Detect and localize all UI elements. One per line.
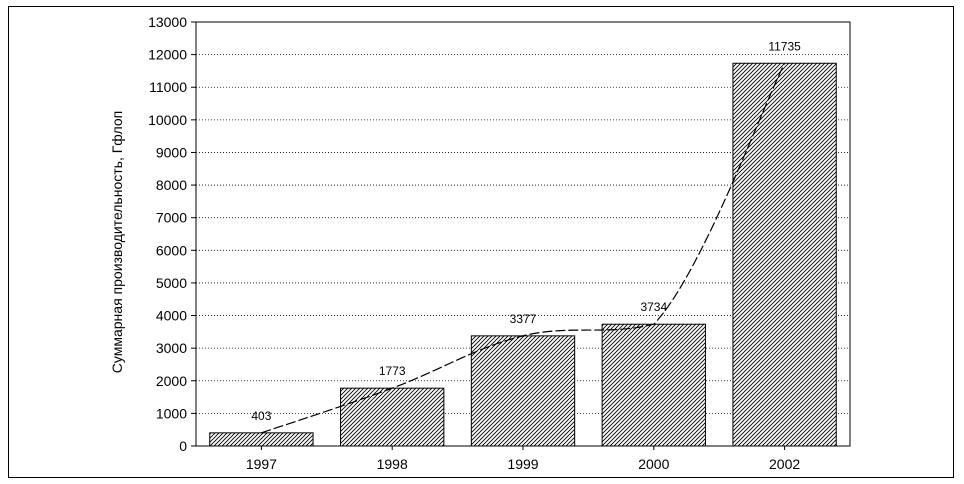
bars [209,62,837,447]
data-label-2002: 11735 [768,39,801,53]
data-labels: 403 1773 3377 3734 11735 [251,39,801,423]
data-label-2000: 3734 [640,300,667,314]
trendline-curve [261,62,786,434]
bar-2002 [732,62,837,447]
data-label-1997: 403 [251,409,271,423]
data-label-1998: 1773 [379,364,406,378]
x-tick-label-2000: 2000 [638,456,669,472]
y-tick-label: 3000 [156,340,187,356]
bar-2000 [601,323,706,447]
y-tick-label: 10000 [148,112,187,128]
plot-area-border [195,21,851,447]
y-tick-label: 6000 [156,242,187,258]
y-tick-label: 2000 [156,373,187,389]
x-tick-label-2002: 2002 [769,456,800,472]
y-tick-label: 1000 [156,405,187,421]
y-tick-label: 13000 [148,14,187,30]
y-axis-ticks: 0 1000 2000 3000 4000 5000 6000 7000 8000 9000 100… [148,14,196,454]
y-tick-label: 8000 [156,177,187,193]
y-tick-label: 5000 [156,275,187,291]
y-axis-title: Суммарная производительность, Гфлоп [109,111,125,373]
y-tick-label: 9000 [156,144,187,160]
bar-1998 [340,387,445,447]
y-tick-label: 11000 [149,79,187,95]
x-tick-label-1998: 1998 [377,456,408,472]
bar-1997 [209,432,314,447]
y-tick-label: 12000 [148,47,187,63]
y-tick-label: 4000 [156,308,187,324]
x-tick-label-1997: 1997 [246,456,277,472]
bar-1999 [470,335,576,447]
data-label-1999: 3377 [510,312,537,326]
x-tick-label-1999: 1999 [507,456,538,472]
y-tick-label: 7000 [156,210,187,226]
x-axis-ticks: 1997 1998 1999 2000 2002 [246,446,800,472]
trendline [261,62,786,434]
y-tick-label: 0 [179,438,187,454]
